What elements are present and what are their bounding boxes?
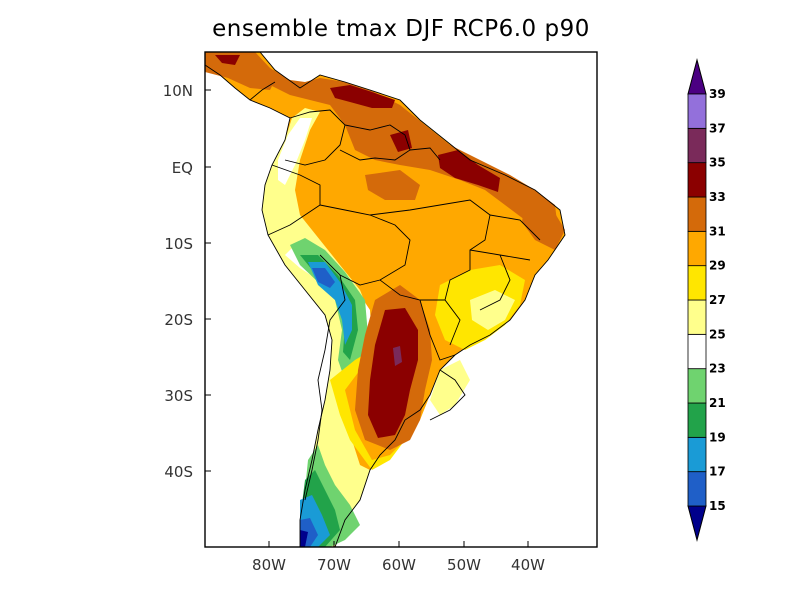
colorbar-level-label: 29: [709, 259, 726, 273]
colorbar-box: [687, 471, 707, 507]
colorbar-level-label: 27: [709, 293, 726, 307]
lat-tick-10s: 10S: [164, 235, 193, 253]
colorbar: 15 17 19 21 23 25 27 29 31 33 35 37 39: [687, 58, 726, 542]
colorbar-level-label: 37: [709, 121, 726, 135]
colorbar-box: [687, 230, 707, 267]
latitude-axis: 10N EQ 10S 20S 30S 40S: [163, 82, 211, 481]
colorbar-level-label: 39: [709, 87, 726, 101]
west-coast-band: [262, 108, 372, 547]
colorbar-box: [687, 127, 707, 164]
lon-tick-60w: 60W: [382, 556, 416, 574]
southeast-yellow: [430, 360, 470, 415]
colorbar-box: [687, 196, 707, 232]
colorbar-level-label: 35: [709, 156, 726, 170]
guiana-dark-red: [390, 130, 412, 152]
interior-orange-patch: [365, 170, 420, 200]
lon-tick-50w: 50W: [447, 556, 481, 574]
colorbar-level-label: 21: [709, 396, 726, 410]
central-america-red: [215, 55, 240, 65]
lat-tick-eq: EQ: [172, 159, 193, 177]
colorbar-box: [687, 299, 707, 335]
colorbar-box: [687, 436, 707, 473]
west-coast-white: [278, 118, 312, 185]
colorbar-level-label: 23: [709, 362, 726, 376]
northeast-dark-orange: [522, 200, 565, 250]
colorbar-box: [687, 265, 707, 301]
longitude-axis: 80W 70W 60W 50W 40W: [252, 541, 545, 574]
venezuela-dark-red: [330, 85, 395, 108]
lat-tick-10n: 10N: [163, 82, 193, 100]
lon-tick-80w: 80W: [252, 556, 286, 574]
colorbar-box: [687, 93, 707, 129]
colorbar-level-label: 19: [709, 430, 726, 444]
colorbar-level-label: 33: [709, 190, 726, 204]
country-borders: [205, 52, 566, 547]
colorbar-box: [687, 333, 707, 370]
temperature-field: [205, 52, 565, 547]
colorbar-box: [687, 368, 707, 404]
plot-frame: [204, 51, 598, 548]
chaco-dark-red: [368, 308, 418, 438]
colorbar-level-label: 17: [709, 465, 726, 479]
chaco-purple: [393, 346, 402, 366]
colorbar-bottom-arrow: [687, 505, 707, 542]
lat-tick-20s: 20S: [164, 311, 193, 329]
para-dark-red: [438, 150, 500, 192]
colorbar-top-arrow: [687, 58, 707, 95]
lat-tick-30s: 30S: [164, 387, 193, 405]
colorbar-box: [687, 162, 707, 198]
map-title: ensemble tmax DJF RCP6.0 p90: [212, 16, 590, 42]
colorbar-level-label: 31: [709, 224, 726, 238]
north-dark-orange: [205, 52, 558, 240]
colorbar-level-label: 15: [709, 499, 726, 513]
lat-tick-40s: 40S: [164, 463, 193, 481]
andes-blue: [308, 262, 352, 345]
east-light-yellow: [470, 290, 515, 330]
colorbar-box: [687, 402, 707, 438]
andes-deep-blue: [312, 268, 335, 288]
colorbar-level-label: 25: [709, 327, 726, 341]
patagonia-navy: [300, 530, 308, 547]
lon-tick-40w: 40W: [511, 556, 545, 574]
lon-tick-70w: 70W: [317, 556, 351, 574]
